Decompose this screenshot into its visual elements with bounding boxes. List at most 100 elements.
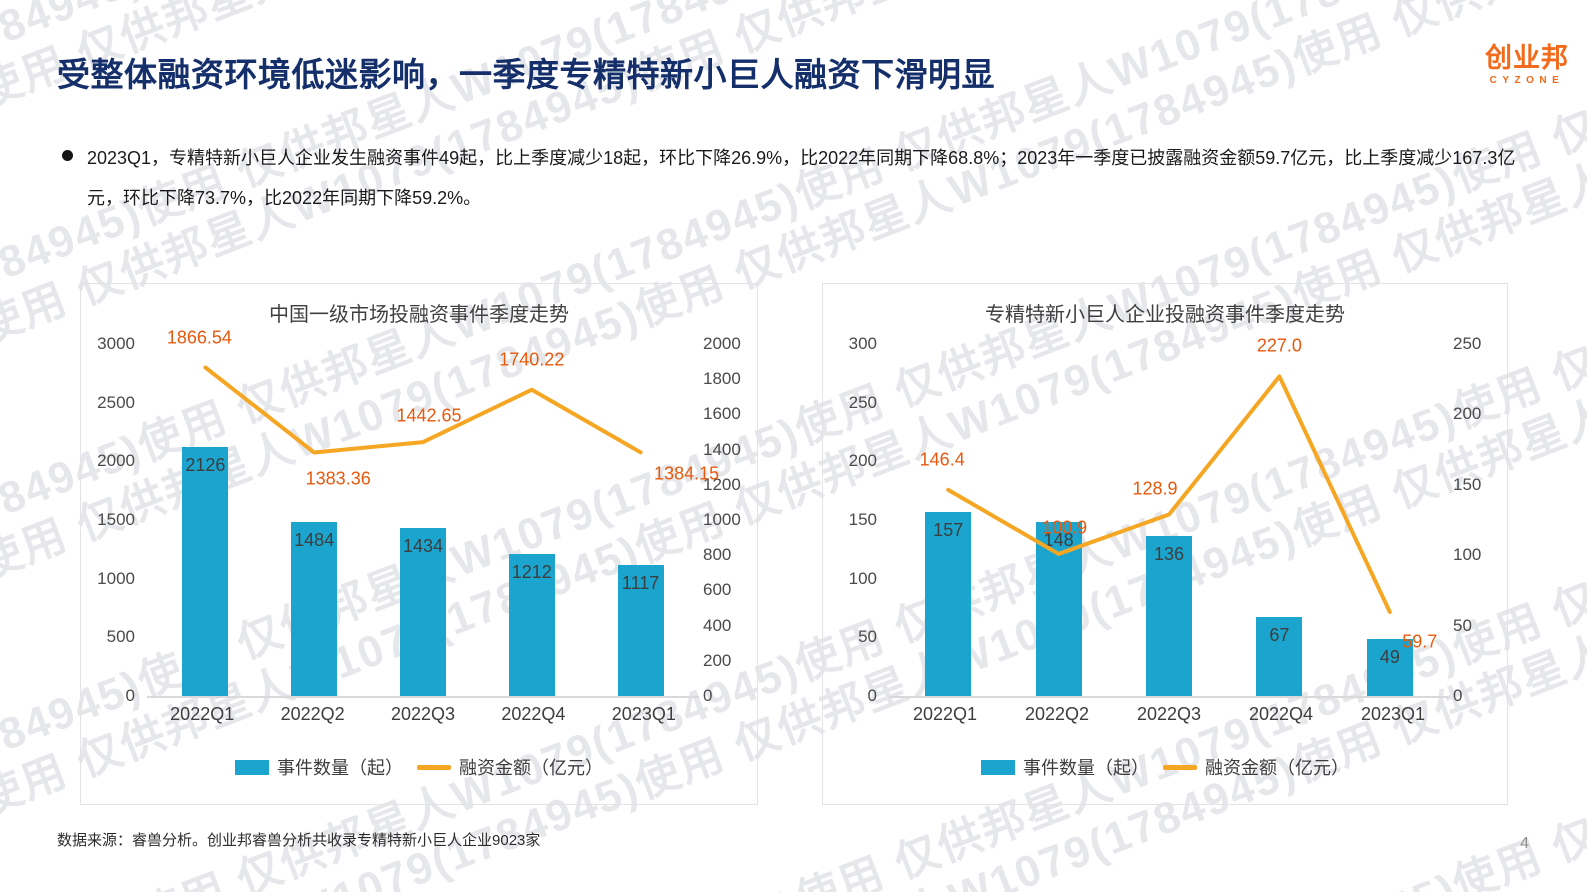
bar-slot: 1484 — [260, 344, 369, 696]
bar[interactable]: 136 — [1146, 536, 1193, 696]
category-label: 2022Q4 — [1248, 704, 1314, 724]
legend-item-bar: 事件数量（起） — [235, 754, 403, 780]
axis-tick-label: 50 — [858, 627, 877, 647]
left-axis-labels: 0 500 1000 1500 2000 2500 3000 — [83, 334, 143, 705]
category-label: 2022Q2 — [280, 704, 345, 724]
line-path — [203, 365, 643, 455]
category-labels: 2022Q1 2022Q2 2022Q3 2022Q4 2023Q1 — [889, 704, 1449, 725]
axis-tick-label: 200 — [848, 451, 877, 471]
bar-slot: 1434 — [369, 344, 478, 696]
axis-tick-label: 3000 — [97, 334, 135, 353]
axis-tick-label: 1000 — [703, 510, 741, 529]
line-value-label: 146.4 — [919, 449, 965, 470]
bar[interactable]: 67 — [1256, 617, 1303, 696]
axis-tick-label: 600 — [703, 580, 732, 600]
brand-logo: 创业邦 CYZONE — [1485, 43, 1569, 87]
page-title: 受整体融资环境低迷影响，一季度专精特新小巨人融资下滑明显 — [57, 56, 995, 93]
line-path — [946, 374, 1392, 614]
bar[interactable]: 157 — [925, 511, 972, 696]
bar-value-label: 148 — [1043, 530, 1074, 551]
bar-value-label: 157 — [933, 519, 964, 540]
line-series — [946, 374, 1392, 614]
bar[interactable]: 1434 — [399, 527, 446, 696]
legend-item-line: 融资金额（亿元） — [1163, 754, 1349, 780]
legend-bar-label: 事件数量（起） — [1023, 758, 1149, 778]
legend-bar-swatch-icon — [235, 759, 269, 775]
left-axis-labels: 0 50 100 150 200 250 300 — [825, 334, 885, 705]
plot-area: 157 148 136 67 49 146.4 100.9 128.9 227.0 59.7 — [893, 336, 1445, 696]
axis-tick-label: 800 — [703, 545, 732, 565]
category-labels: 2022Q1 2022Q2 2022Q3 2022Q4 2023Q1 — [147, 704, 699, 725]
line-series — [203, 365, 643, 455]
chart-legend: 事件数量（起） 融资金额（亿元） — [81, 754, 757, 780]
chart-title: 专精特新小巨人企业投融资事件季度走势 — [985, 304, 1345, 326]
category-label: 2022Q3 — [390, 704, 456, 724]
axis-tick-label: 300 — [848, 334, 877, 353]
right-axis-labels: 0 200 400 600 800 1000 1200 1400 1600 1800 2000 — [695, 334, 755, 705]
bar[interactable]: 1117 — [617, 564, 664, 696]
category-label: 2022Q1 — [912, 704, 978, 724]
axis-tick-label: 400 — [703, 615, 732, 635]
line-value-label: 100.9 — [1042, 517, 1088, 538]
bar-slot: 148 — [1003, 344, 1113, 696]
legend-bar-label: 事件数量（起） — [277, 758, 403, 778]
bar[interactable]: 148 — [1035, 522, 1082, 696]
axis-tick-label: 100 — [848, 568, 877, 588]
line-value-label: 1442.65 — [396, 405, 462, 426]
page-number: 4 — [1520, 835, 1529, 852]
bar-value-label: 49 — [1379, 646, 1400, 667]
bar-value-label: 67 — [1269, 625, 1290, 646]
bar[interactable]: 2126 — [182, 446, 229, 696]
brand-logo-cn: 创业邦 — [1485, 43, 1569, 73]
axis-tick-label: 0 — [867, 686, 877, 705]
axis-tick-label: 2500 — [97, 392, 135, 412]
axis-tick-label: 1500 — [97, 510, 135, 529]
axis-tick-label: 1400 — [703, 439, 741, 459]
axis-tick-label: 100 — [1453, 545, 1482, 565]
plot-area: 2126 1484 1434 1212 1117 1866.54 1383.36 1442.… — [151, 327, 719, 696]
bar-slot: 136 — [1114, 344, 1224, 696]
axis-tick-label: 200 — [703, 650, 732, 670]
chart-card-china-primary-market: 中国一级市场投融资事件季度走势 0 500 1000 1500 2000 2500 3000… — [80, 283, 758, 805]
axis-tick-label: 2000 — [97, 451, 135, 471]
bar-value-label: 1434 — [402, 535, 444, 556]
bar-slot: 49 — [1335, 344, 1445, 696]
axis-tick-label: 50 — [1453, 615, 1472, 635]
x-axis-baseline — [147, 696, 699, 698]
line-value-label: 1740.22 — [499, 349, 565, 370]
line-value-label: 227.0 — [1256, 335, 1302, 356]
axis-tick-label: 150 — [848, 510, 877, 529]
bar-slot: 1212 — [477, 344, 586, 696]
chart-title: 中国一级市场投融资事件季度走势 — [269, 304, 569, 326]
axis-tick-label: 1800 — [703, 369, 741, 389]
category-label: 2023Q1 — [611, 704, 676, 724]
axis-tick-label: 250 — [848, 392, 877, 412]
bar-value-label: 1484 — [294, 529, 335, 550]
bar[interactable]: 49 — [1366, 638, 1413, 696]
axis-tick-label: 1200 — [703, 474, 741, 494]
category-label: 2022Q2 — [1024, 704, 1090, 724]
axis-tick-label: 250 — [1453, 334, 1482, 353]
line-value-label: 128.9 — [1132, 478, 1178, 498]
brand-logo-en: CYZONE — [1489, 75, 1565, 86]
category-label: 2022Q4 — [501, 704, 566, 724]
legend-bar-swatch-icon — [981, 759, 1015, 775]
summary-bullet-text: 2023Q1，专精特新小巨人企业发生融资事件49起，比上季度减少18起，环比下降… — [87, 148, 1516, 208]
bar[interactable]: 1212 — [508, 553, 555, 696]
axis-tick-label: 150 — [1453, 474, 1482, 494]
axis-tick-label: 0 — [125, 686, 135, 705]
bar-slot: 157 — [893, 344, 1003, 696]
chart-legend: 事件数量（起） 融资金额（亿元） — [823, 754, 1507, 780]
bar-slot: 67 — [1224, 344, 1334, 696]
category-label: 2022Q1 — [170, 704, 235, 724]
legend-line-swatch-icon — [417, 764, 451, 770]
line-value-label: 1866.54 — [166, 327, 232, 347]
axis-tick-label: 2000 — [703, 334, 741, 353]
x-axis-baseline — [889, 696, 1449, 698]
right-axis-labels: 0 50 100 150 200 250 — [1445, 334, 1505, 705]
bar[interactable]: 1484 — [291, 521, 338, 696]
line-value-label: 1383.36 — [305, 468, 371, 489]
bar-value-label: 2126 — [185, 454, 226, 475]
axis-tick-label: 500 — [106, 627, 135, 647]
